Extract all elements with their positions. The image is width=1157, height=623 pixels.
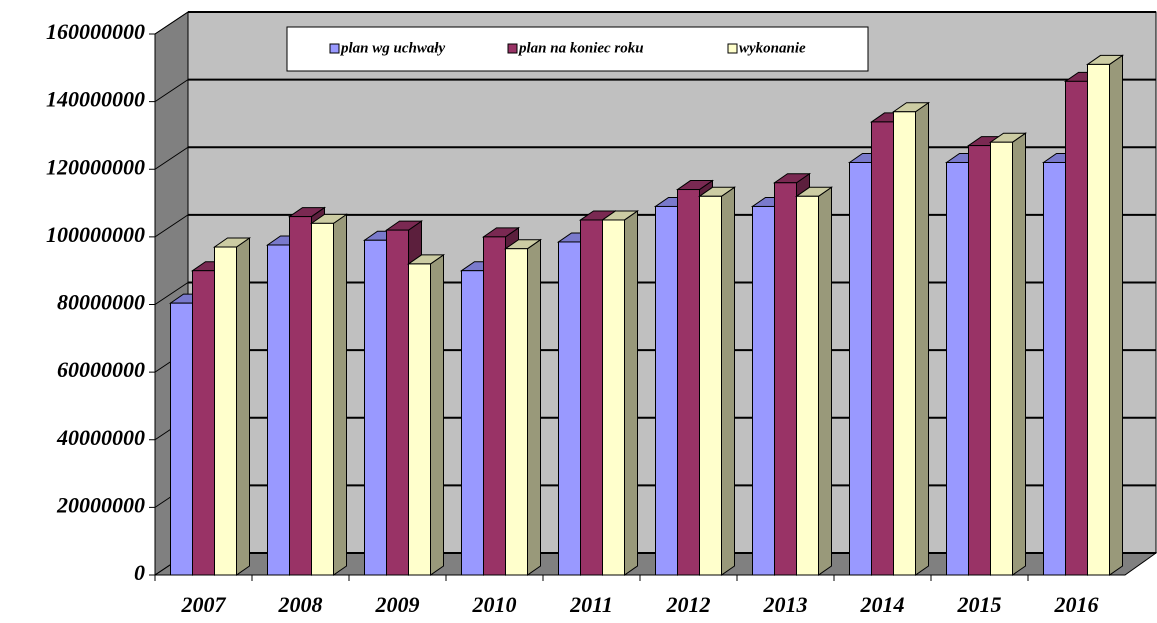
bar xyxy=(364,239,387,576)
bar-side xyxy=(333,213,347,576)
bar-side xyxy=(430,253,444,576)
legend-label: plan wg uchwały xyxy=(339,40,446,56)
y-tick-label: 100000000 xyxy=(46,222,145,247)
bar-side xyxy=(1012,132,1026,576)
legend-label: plan na koniec roku xyxy=(517,40,644,56)
bar xyxy=(267,244,290,576)
bar xyxy=(170,302,193,576)
x-tick-label: 2010 xyxy=(472,592,517,617)
y-tick-label: 40000000 xyxy=(56,425,145,450)
x-tick-label: 2015 xyxy=(957,592,1002,617)
y-tick-label: 120000000 xyxy=(46,154,145,179)
grid-line-side xyxy=(154,282,189,305)
y-tick-label: 140000000 xyxy=(46,87,145,112)
bar xyxy=(699,195,722,576)
bar-side xyxy=(527,238,541,576)
bar-side xyxy=(1109,54,1123,576)
bar xyxy=(602,219,625,576)
bar xyxy=(1087,63,1110,576)
bar xyxy=(580,219,603,576)
y-tick-label: 60000000 xyxy=(57,357,145,382)
bar xyxy=(796,195,819,576)
bar-side xyxy=(721,186,735,576)
bar xyxy=(849,161,872,576)
x-tick-label: 2007 xyxy=(181,592,227,617)
bar xyxy=(871,121,894,576)
bar xyxy=(1065,80,1088,576)
y-tick-label: 160000000 xyxy=(46,19,145,44)
bar xyxy=(946,161,969,576)
bar xyxy=(655,205,678,576)
x-tick-label: 2013 xyxy=(763,592,808,617)
y-tick-label: 80000000 xyxy=(57,290,145,315)
bar xyxy=(386,229,409,576)
y-tick-label: 0 xyxy=(134,560,145,585)
bar xyxy=(192,270,215,576)
bar-side xyxy=(818,186,832,576)
bar xyxy=(311,222,334,576)
grid-line-side xyxy=(154,214,189,238)
bars xyxy=(168,54,1125,576)
bar-side xyxy=(915,101,929,576)
bar xyxy=(893,111,916,576)
bar xyxy=(483,236,506,576)
legend xyxy=(286,26,869,72)
legend-items: plan wg uchwały plan na koniec roku wykona… xyxy=(329,40,806,56)
legend-swatch xyxy=(727,43,738,54)
legend-swatch xyxy=(329,43,340,54)
x-tick-label: 2008 xyxy=(278,592,323,617)
bar xyxy=(990,141,1013,576)
bar xyxy=(677,189,700,576)
bar xyxy=(1043,161,1066,576)
x-tick-label: 2012 xyxy=(666,592,711,617)
bar-side xyxy=(624,210,638,576)
bar xyxy=(461,270,484,576)
bar-side xyxy=(236,237,250,576)
bar xyxy=(408,263,431,576)
x-tick-label: 2011 xyxy=(569,592,613,617)
x-tick-label: 2014 xyxy=(860,592,905,617)
grid-line-side xyxy=(154,11,189,35)
bar xyxy=(505,248,528,576)
bar xyxy=(558,241,581,576)
x-tick-label: 2009 xyxy=(375,592,420,617)
bar xyxy=(774,182,797,576)
legend-label: wykonanie xyxy=(739,40,806,56)
bar xyxy=(752,205,775,576)
bar xyxy=(968,145,991,576)
bar xyxy=(289,216,312,576)
y-tick-label: 20000000 xyxy=(56,492,145,517)
grid-line-side xyxy=(154,79,189,103)
bar xyxy=(214,246,237,576)
grid-line-side xyxy=(154,146,189,170)
x-tick-label: 2016 xyxy=(1054,592,1099,617)
legend-swatch xyxy=(507,43,518,54)
